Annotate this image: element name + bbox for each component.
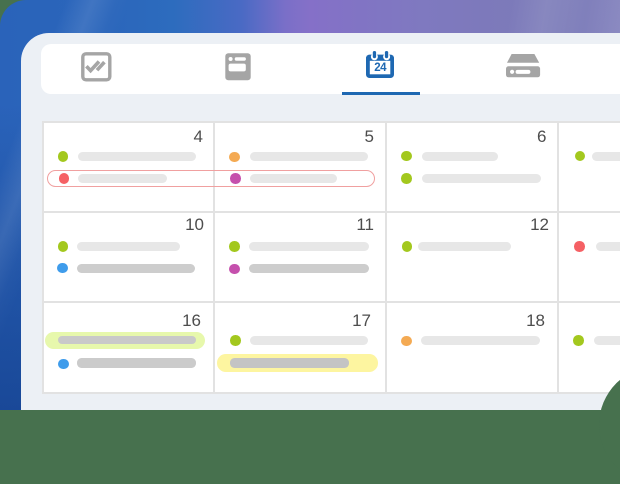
svg-text:24: 24 bbox=[374, 62, 387, 74]
